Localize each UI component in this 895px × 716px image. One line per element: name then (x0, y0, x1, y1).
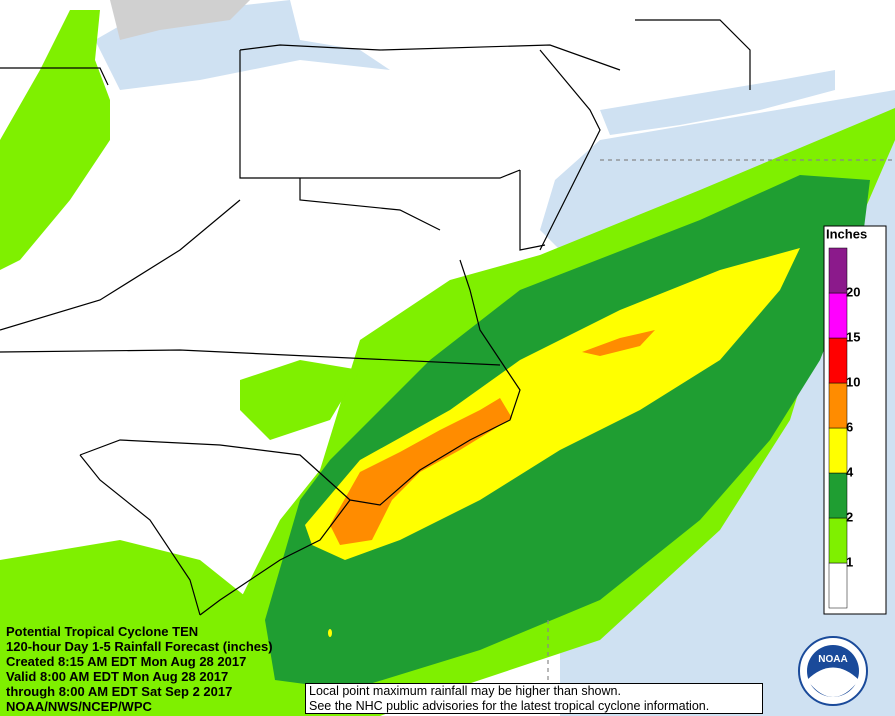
info-line: Potential Tropical Cyclone TEN (6, 624, 199, 639)
noaa-logo: NOAA (798, 636, 868, 706)
rain-4in (305, 248, 800, 560)
info-line: NOAA/NWS/NCEP/WPC (6, 699, 152, 714)
legend-label: 20 (846, 284, 860, 299)
sound (600, 70, 835, 135)
note-line: Local point maximum rainfall may be high… (309, 684, 621, 698)
rain-6in (330, 398, 512, 545)
legend-title: Inches (826, 226, 867, 241)
logo-text: NOAA (818, 654, 847, 665)
legend-swatch (828, 562, 848, 609)
info-block: Potential Tropical Cyclone TEN 120-hour D… (6, 624, 273, 714)
rain-6in (582, 330, 655, 356)
info-line: Created 8:15 AM EDT Mon Aug 28 2017 (6, 654, 247, 669)
legend: Inches 1 2 4 6 10 15 20 (823, 225, 887, 615)
rain-1in (240, 360, 360, 440)
legend-label: 10 (846, 374, 860, 389)
info-line: 120-hour Day 1-5 Rainfall Forecast (inch… (6, 639, 273, 654)
note-line: See the NHC public advisories for the la… (309, 699, 710, 713)
legend-swatch (828, 247, 848, 294)
info-line: Valid 8:00 AM EDT Mon Aug 28 2017 (6, 669, 229, 684)
note-box: Local point maximum rainfall may be high… (305, 683, 763, 714)
legend-swatch (828, 382, 848, 429)
legend-label: 4 (846, 464, 854, 479)
info-line: through 8:00 AM EDT Sat Sep 2 2017 (6, 684, 233, 699)
legend-swatch (828, 337, 848, 384)
rain-1in (328, 629, 332, 637)
rain-1in (0, 540, 250, 716)
legend-swatch (828, 472, 848, 519)
legend-swatch (828, 292, 848, 339)
legend-swatch (828, 427, 848, 474)
lake-ice (110, 0, 250, 40)
boundaries (0, 19, 895, 716)
legend-label: 2 (846, 509, 853, 524)
legend-label: 15 (846, 329, 860, 344)
legend-swatch (828, 517, 848, 564)
legend-label: 6 (846, 419, 853, 434)
rain-1in (0, 10, 110, 270)
legend-label: 1 (846, 554, 853, 569)
